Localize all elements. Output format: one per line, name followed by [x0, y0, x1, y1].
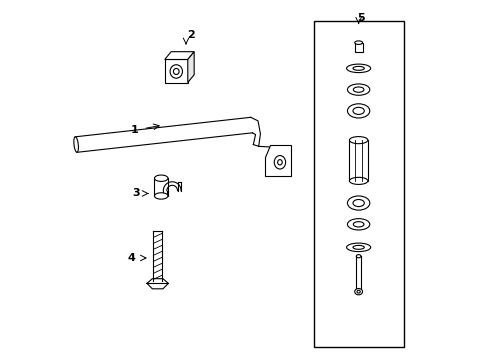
Text: 4: 4	[127, 253, 135, 263]
Ellipse shape	[154, 175, 167, 181]
Ellipse shape	[349, 136, 367, 144]
Ellipse shape	[154, 193, 167, 199]
Ellipse shape	[346, 64, 370, 73]
Ellipse shape	[353, 87, 363, 92]
Text: 5: 5	[356, 13, 364, 23]
Ellipse shape	[347, 196, 369, 210]
Ellipse shape	[347, 84, 369, 95]
Polygon shape	[264, 145, 291, 176]
Ellipse shape	[349, 177, 367, 184]
Ellipse shape	[354, 41, 362, 44]
Bar	[164, 59, 187, 82]
Polygon shape	[164, 52, 194, 59]
Ellipse shape	[352, 246, 364, 249]
Bar	[354, 42, 362, 51]
Ellipse shape	[347, 104, 369, 118]
Ellipse shape	[352, 107, 364, 114]
Ellipse shape	[346, 243, 370, 252]
Bar	[313, 21, 403, 347]
Text: 1: 1	[130, 125, 138, 135]
Ellipse shape	[356, 255, 360, 258]
Ellipse shape	[274, 156, 285, 169]
Ellipse shape	[356, 290, 360, 293]
Ellipse shape	[352, 199, 364, 207]
Ellipse shape	[354, 288, 362, 295]
Text: 3: 3	[132, 189, 140, 198]
Bar	[154, 178, 167, 196]
Ellipse shape	[353, 222, 363, 227]
Ellipse shape	[170, 65, 182, 78]
Ellipse shape	[352, 66, 364, 70]
Ellipse shape	[74, 137, 78, 152]
Ellipse shape	[347, 219, 369, 230]
Text: 2: 2	[187, 30, 195, 40]
Ellipse shape	[173, 68, 179, 75]
Ellipse shape	[277, 159, 282, 165]
Polygon shape	[187, 52, 194, 82]
Bar	[349, 140, 367, 181]
